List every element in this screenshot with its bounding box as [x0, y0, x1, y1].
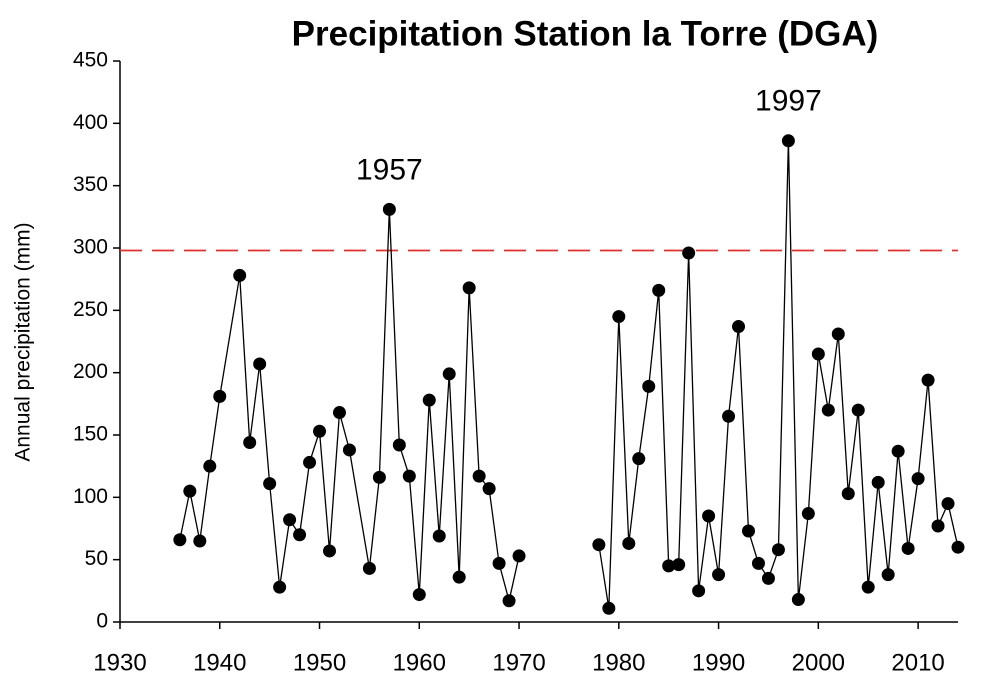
x-tick-label: 2010: [891, 649, 944, 676]
data-point: [492, 556, 506, 570]
data-point: [472, 469, 486, 483]
data-point: [402, 469, 416, 483]
y-tick-label: 150: [73, 423, 108, 446]
data-point: [732, 320, 746, 334]
data-point: [941, 497, 955, 511]
data-point: [662, 559, 676, 573]
x-tick-label: 1990: [692, 649, 745, 676]
data-point: [273, 580, 287, 594]
data-point: [682, 246, 696, 260]
data-point: [722, 409, 736, 423]
data-point: [801, 507, 815, 521]
data-point: [821, 403, 835, 417]
y-tick-label: 400: [73, 111, 108, 134]
data-point: [831, 327, 845, 341]
data-point: [891, 444, 905, 458]
data-point: [382, 202, 396, 216]
data-point: [652, 283, 666, 297]
data-point: [213, 389, 227, 403]
data-point: [921, 373, 935, 387]
data-point: [392, 438, 406, 452]
y-tick-label: 350: [73, 173, 108, 196]
data-point: [761, 571, 775, 585]
data-point: [422, 393, 436, 407]
x-tick-label: 1970: [492, 649, 545, 676]
y-tick-label: 250: [73, 298, 108, 321]
x-tick-label: 1980: [592, 649, 645, 676]
data-point: [432, 529, 446, 543]
data-point: [372, 470, 386, 484]
data-point: [323, 544, 336, 558]
data-point: [702, 509, 716, 523]
data-point: [771, 543, 785, 557]
data-point: [901, 541, 915, 555]
data-point: [293, 528, 307, 542]
data-point: [253, 357, 267, 371]
chart-title: Precipitation Station la Torre (DGA): [292, 14, 879, 53]
data-point: [851, 403, 865, 417]
annotation: 1957: [356, 153, 423, 186]
x-tick-label: 1930: [93, 649, 146, 676]
data-point: [452, 570, 466, 584]
data-point: [482, 482, 496, 496]
data-point: [342, 443, 356, 457]
data-point: [911, 472, 925, 486]
data-point: [612, 310, 626, 324]
data-point: [283, 513, 297, 527]
x-tick-label: 2000: [792, 649, 845, 676]
data-point: [442, 367, 456, 381]
data-point: [861, 580, 875, 594]
data-point: [203, 459, 217, 473]
data-point: [692, 584, 706, 598]
data-point: [622, 536, 636, 550]
x-tick-label: 1960: [393, 649, 446, 676]
data-point: [672, 558, 686, 572]
x-tick-label: 1950: [293, 649, 346, 676]
data-point: [781, 134, 795, 148]
data-point: [791, 593, 805, 607]
x-tick-label: 1940: [193, 649, 246, 676]
data-point: [642, 379, 656, 393]
y-axis-label: Annual precipitation (mm): [12, 222, 35, 461]
data-point: [632, 452, 646, 466]
y-tick-label: 50: [85, 547, 108, 570]
data-point: [183, 484, 197, 498]
data-point: [243, 435, 257, 449]
data-point: [462, 281, 476, 295]
data-point: [502, 594, 516, 608]
data-point: [811, 347, 825, 361]
data-point: [881, 568, 895, 582]
data-point: [742, 524, 755, 538]
data-point: [412, 588, 426, 602]
data-point: [233, 268, 247, 282]
data-point: [193, 534, 207, 548]
data-point: [751, 556, 765, 570]
y-tick-label: 450: [73, 49, 108, 72]
data-point: [512, 549, 526, 563]
data-point: [303, 455, 317, 469]
annotation: 1997: [755, 85, 822, 118]
y-tick-label: 200: [73, 360, 108, 383]
data-point: [871, 475, 885, 489]
data-point: [602, 601, 616, 615]
data-point: [712, 568, 726, 582]
data-point: [931, 519, 945, 533]
y-tick-label: 0: [96, 610, 108, 633]
data-point: [592, 538, 606, 552]
data-point: [313, 424, 327, 438]
data-point: [332, 406, 346, 420]
data-point: [362, 561, 376, 575]
data-point: [841, 487, 855, 501]
y-tick-label: 300: [73, 236, 108, 259]
data-point: [173, 533, 187, 547]
data-point: [951, 540, 965, 554]
data-point: [263, 477, 277, 491]
y-tick-label: 100: [73, 485, 108, 508]
